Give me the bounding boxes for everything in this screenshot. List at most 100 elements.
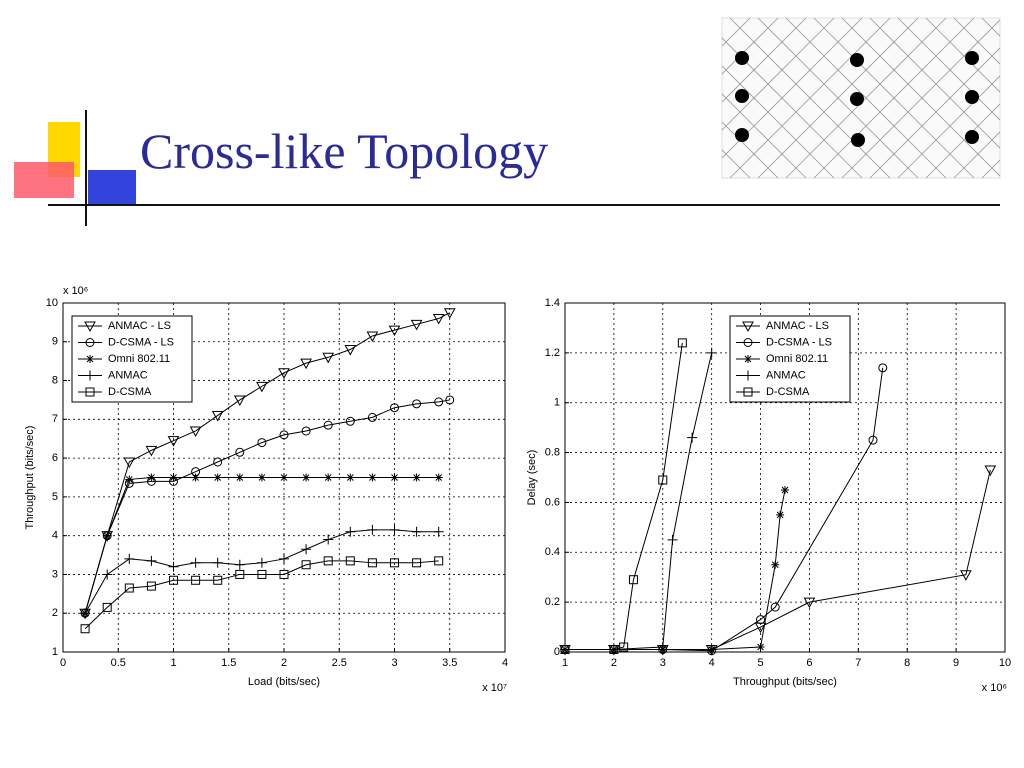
marker (389, 524, 400, 535)
legend-marker (743, 370, 753, 381)
marker (279, 430, 289, 440)
marker (560, 645, 570, 655)
legend-marker (742, 321, 754, 333)
x-tick-label: 3 (391, 657, 397, 669)
marker (628, 575, 638, 585)
marker (345, 416, 355, 426)
marker (367, 412, 377, 422)
x-tick-label: 2.5 (332, 657, 347, 669)
marker (123, 457, 136, 469)
marker (80, 624, 90, 634)
marker (302, 473, 311, 482)
marker (124, 553, 135, 564)
legend-marker (85, 387, 95, 397)
marker (368, 473, 377, 482)
legend: ANMAC - LS D-CSMA - LS Omni 802.11 ANMAC D-C… (71, 315, 193, 403)
marker (687, 432, 698, 443)
marker (412, 473, 421, 482)
x-tick-label: 7 (855, 657, 861, 669)
legend-marker (86, 355, 94, 363)
marker (445, 395, 455, 405)
marker (169, 575, 178, 585)
y-tick-label: 2 (52, 607, 58, 619)
x-tick-label: 8 (904, 657, 910, 669)
x-axis-label: Throughput (bits/sec) (733, 676, 837, 688)
marker (657, 642, 668, 653)
marker (147, 473, 156, 482)
marker (412, 558, 422, 568)
x-tick-label: 2 (611, 657, 617, 669)
y-tick-label: 8 (52, 374, 58, 386)
marker (323, 420, 333, 430)
chart: 1 2 3 4 5 6 7 8 9 10 0 0.2 0.4 0.6 0.8 1 1.2 1.4 Throughpu… (526, 297, 1011, 694)
marker (301, 426, 311, 436)
y-tick-label: 0 (554, 646, 560, 658)
marker (346, 473, 355, 482)
y-tick-label: 6 (52, 452, 58, 464)
y-tick-label: 1.4 (545, 297, 560, 309)
marker (212, 557, 223, 568)
marker (235, 569, 245, 579)
y-tick-label: 1.2 (545, 347, 560, 359)
marker (345, 556, 355, 566)
marker (235, 447, 245, 457)
marker (706, 347, 717, 358)
x-tick-label: 3 (660, 657, 666, 669)
y-tick-label: 0.4 (545, 546, 560, 558)
x-scale-label: x 10⁶ (982, 682, 1007, 694)
y-tick-label: 7 (52, 413, 58, 425)
marker (410, 319, 423, 331)
x-tick-label: 3.5 (442, 657, 457, 669)
marker (80, 608, 91, 619)
slide-title: Cross-like Topology (140, 123, 548, 179)
legend-label: D-CSMA - LS (766, 336, 832, 348)
marker (235, 473, 244, 482)
marker (168, 561, 179, 572)
marker (433, 526, 444, 537)
marker (213, 473, 222, 482)
marker (301, 560, 311, 570)
marker (211, 410, 224, 422)
legend-marker (743, 338, 753, 347)
marker (803, 597, 816, 609)
y-tick-label: 0.6 (545, 496, 560, 508)
marker (256, 557, 267, 568)
y-tick-label: 1 (554, 397, 560, 409)
plot-frame (564, 302, 1006, 653)
marker (324, 473, 333, 482)
marker (234, 559, 245, 570)
series-line (84, 560, 439, 630)
marker (322, 352, 335, 364)
marker (390, 558, 399, 568)
marker (102, 602, 112, 612)
marker (191, 473, 200, 482)
x-tick-label: 6 (806, 657, 812, 669)
marker (367, 524, 378, 535)
y-axis-label: Throughput (bits/sec) (24, 426, 36, 530)
plot-frame (62, 302, 506, 653)
marker (213, 457, 223, 467)
marker (390, 403, 399, 413)
legend-marker (743, 387, 753, 397)
marker (619, 642, 629, 652)
legend-label: D-CSMA - LS (108, 336, 174, 348)
marker (868, 435, 878, 445)
y-tick-label: 1 (52, 646, 58, 658)
legend: ANMAC - LS D-CSMA - LS Omni 802.11 ANMAC D-C… (729, 315, 851, 403)
marker (776, 510, 785, 519)
legend-marker (85, 370, 95, 381)
marker (279, 569, 289, 579)
chart: 0 0.5 1 1.5 2 2.5 3 3.5 4 1 2 3 4 5 6 7 8 9 10 Load (bits/s… (24, 285, 508, 694)
marker (323, 534, 334, 545)
marker (189, 426, 202, 437)
marker (169, 473, 178, 482)
marker (434, 397, 444, 407)
x-tick-label: 1 (170, 657, 176, 669)
x-tick-label: 10 (999, 657, 1011, 669)
x-tick-label: 1 (562, 657, 568, 669)
marker (345, 526, 356, 537)
y-scale-label: x 10⁶ (63, 285, 88, 297)
x-tick-label: 5 (757, 657, 763, 669)
legend-label: D-CSMA (766, 386, 810, 398)
